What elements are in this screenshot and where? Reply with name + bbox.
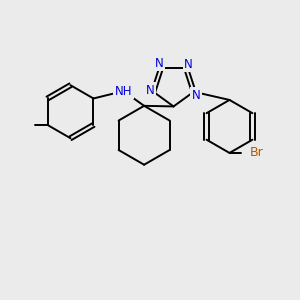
Text: NH: NH bbox=[115, 85, 132, 98]
Text: N: N bbox=[146, 84, 154, 97]
Text: N: N bbox=[192, 89, 200, 102]
Text: N: N bbox=[155, 57, 164, 70]
Text: Br: Br bbox=[250, 146, 263, 159]
Text: N: N bbox=[184, 58, 193, 71]
